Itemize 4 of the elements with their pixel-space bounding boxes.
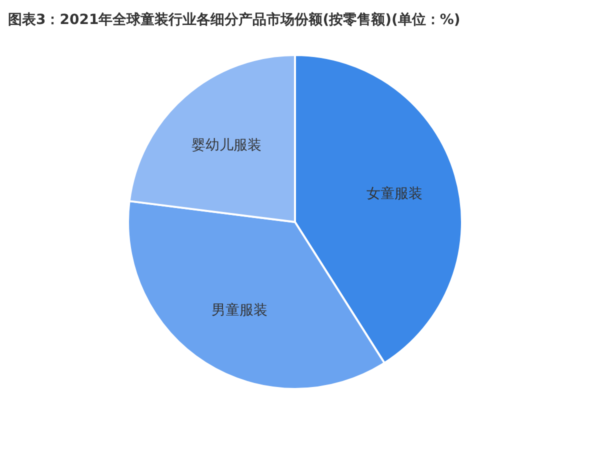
chart-title: 图表3：2021年全球童装行业各细分产品市场份额(按零售额)(单位：%) <box>8 11 460 28</box>
slice-label: 女童服装 <box>366 186 422 202</box>
slice-label: 男童服装 <box>212 302 268 318</box>
slice-label: 婴幼儿服装 <box>192 137 262 154</box>
